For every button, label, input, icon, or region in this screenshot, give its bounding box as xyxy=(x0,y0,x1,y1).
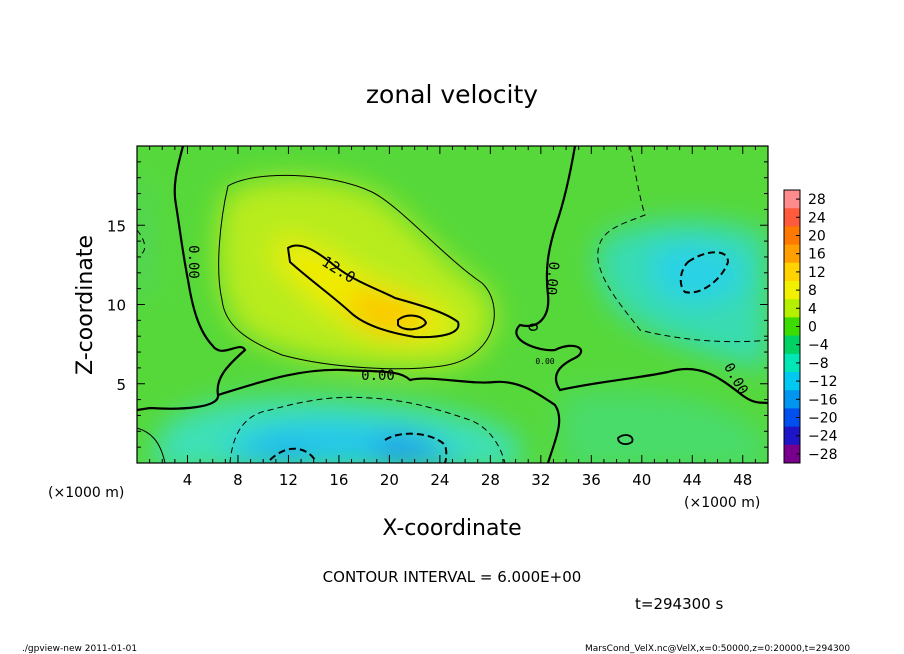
colorbar-label: 8 xyxy=(808,283,817,299)
x-tick-label: 48 xyxy=(733,471,752,489)
colorbar-label: 28 xyxy=(808,192,826,208)
colorbar-label: −24 xyxy=(808,429,838,445)
colorbar-label: 4 xyxy=(808,301,817,317)
colorbar-swatch xyxy=(784,281,800,300)
contour-12-inner xyxy=(397,314,428,331)
x-axis-tick-labels: 4 8 12 16 20 24 28 32 36 40 44 48 xyxy=(183,471,753,489)
contour-minus12-upper-right xyxy=(679,251,730,294)
contour-label: 0.00 xyxy=(185,245,201,279)
y-tick-label: 15 xyxy=(107,217,126,235)
contour-minus6-bottom xyxy=(229,396,506,463)
x-tick-label: 24 xyxy=(430,471,449,489)
contour-6 xyxy=(218,174,495,370)
colorbar-swatch xyxy=(784,226,800,246)
colorbar-label: −20 xyxy=(808,411,838,427)
colorbar-swatch xyxy=(784,299,800,318)
negative-region-lower-right xyxy=(560,389,768,463)
strong-negative-region-upper-right xyxy=(650,243,745,304)
colorbar-label: −16 xyxy=(808,392,838,408)
x-tick-label: 36 xyxy=(582,471,601,489)
contour-minus12-bottom xyxy=(384,432,448,463)
x-tick-label: 12 xyxy=(279,471,298,489)
y-axis-ticks xyxy=(137,145,768,464)
contour-12 xyxy=(286,244,460,339)
x-axis-unit: (×1000 m) xyxy=(684,495,760,511)
colorbar-swatch xyxy=(784,317,800,337)
zero-contour-middle xyxy=(217,368,561,463)
colorbar-swatch xyxy=(784,408,800,428)
x-axis-label: X-coordinate xyxy=(382,516,521,541)
colorbar-swatch xyxy=(784,190,800,209)
time-text: t=294300 s xyxy=(635,595,723,613)
contour-label: 0.00 xyxy=(361,368,395,384)
x-tick-label: 40 xyxy=(632,471,651,489)
contour-minus6-left xyxy=(137,229,146,256)
x-tick-label: 28 xyxy=(481,471,500,489)
colorbar-swatch xyxy=(784,335,800,355)
x-tick-label: 16 xyxy=(329,471,348,489)
plot-area: 0.00 12.0 0.00 0.00 0.00 0.00 xyxy=(137,146,768,463)
min-region-bottom-2 xyxy=(265,445,310,462)
x-tick-label: 8 xyxy=(233,471,243,489)
y-axis-unit: (×1000 m) xyxy=(48,485,124,501)
colorbar-label: 0 xyxy=(808,320,817,336)
min-region-bottom xyxy=(375,436,445,460)
colorbar-labels: 28 24 20 16 12 8 4 0 −4 −8 −12 −16 −20 −24 −28 xyxy=(808,192,838,463)
contour-label: 0.00 xyxy=(543,261,562,296)
contour-lines xyxy=(137,146,768,463)
y-tick-label: 5 xyxy=(116,376,126,394)
colorbar-swatch xyxy=(784,444,800,464)
left-edge-region xyxy=(137,160,149,300)
colorbar-label: −12 xyxy=(808,374,838,390)
colorbar-label: −4 xyxy=(808,338,829,354)
colorbar-swatch xyxy=(784,353,800,373)
colorbar-swatch xyxy=(784,208,800,227)
colorbar xyxy=(783,189,801,464)
x-tick-label: 20 xyxy=(380,471,399,489)
colorbar-swatch xyxy=(784,262,800,282)
contour-small-loop-2 xyxy=(528,323,538,331)
contour-label: 0.00 xyxy=(535,357,554,366)
chart-title: zonal velocity xyxy=(366,80,538,109)
y-axis-label: Z-coordinate xyxy=(73,235,98,375)
x-axis-ticks xyxy=(136,146,769,463)
contour-6-lower-left xyxy=(137,427,166,463)
x-tick-label: 44 xyxy=(683,471,702,489)
x-tick-label: 32 xyxy=(531,471,550,489)
zero-contour-right xyxy=(515,146,768,405)
colorbar-swatch xyxy=(784,372,800,391)
colorbar-swatch xyxy=(784,390,800,409)
x-tick-label: 4 xyxy=(183,471,193,489)
contour-interval-text: CONTOUR INTERVAL = 6.000E+00 xyxy=(323,568,582,586)
colorbar-swatch xyxy=(784,426,800,446)
colorbar-label: 12 xyxy=(808,265,826,281)
colorbar-label: −8 xyxy=(808,356,829,372)
colorbar-label: 24 xyxy=(808,210,826,226)
colorbar-label: −28 xyxy=(808,447,838,463)
zero-contour-left xyxy=(137,146,247,412)
colorbar-swatch xyxy=(784,244,800,264)
contour-minus6-right xyxy=(597,146,768,343)
colorbar-label: 16 xyxy=(808,247,826,263)
y-tick-label: 10 xyxy=(107,297,126,315)
y-axis-tick-labels: 5 10 15 xyxy=(107,217,126,394)
footer-left: ./gpview-new 2011-01-01 xyxy=(22,644,137,654)
colorbar-label: 20 xyxy=(808,229,826,245)
contour-minus12-bottom-left xyxy=(269,447,316,461)
contour-small-loop xyxy=(617,434,634,445)
footer-right: MarsCond_VelX.nc@VelX,x=0:50000,z=0:2000… xyxy=(585,644,850,654)
